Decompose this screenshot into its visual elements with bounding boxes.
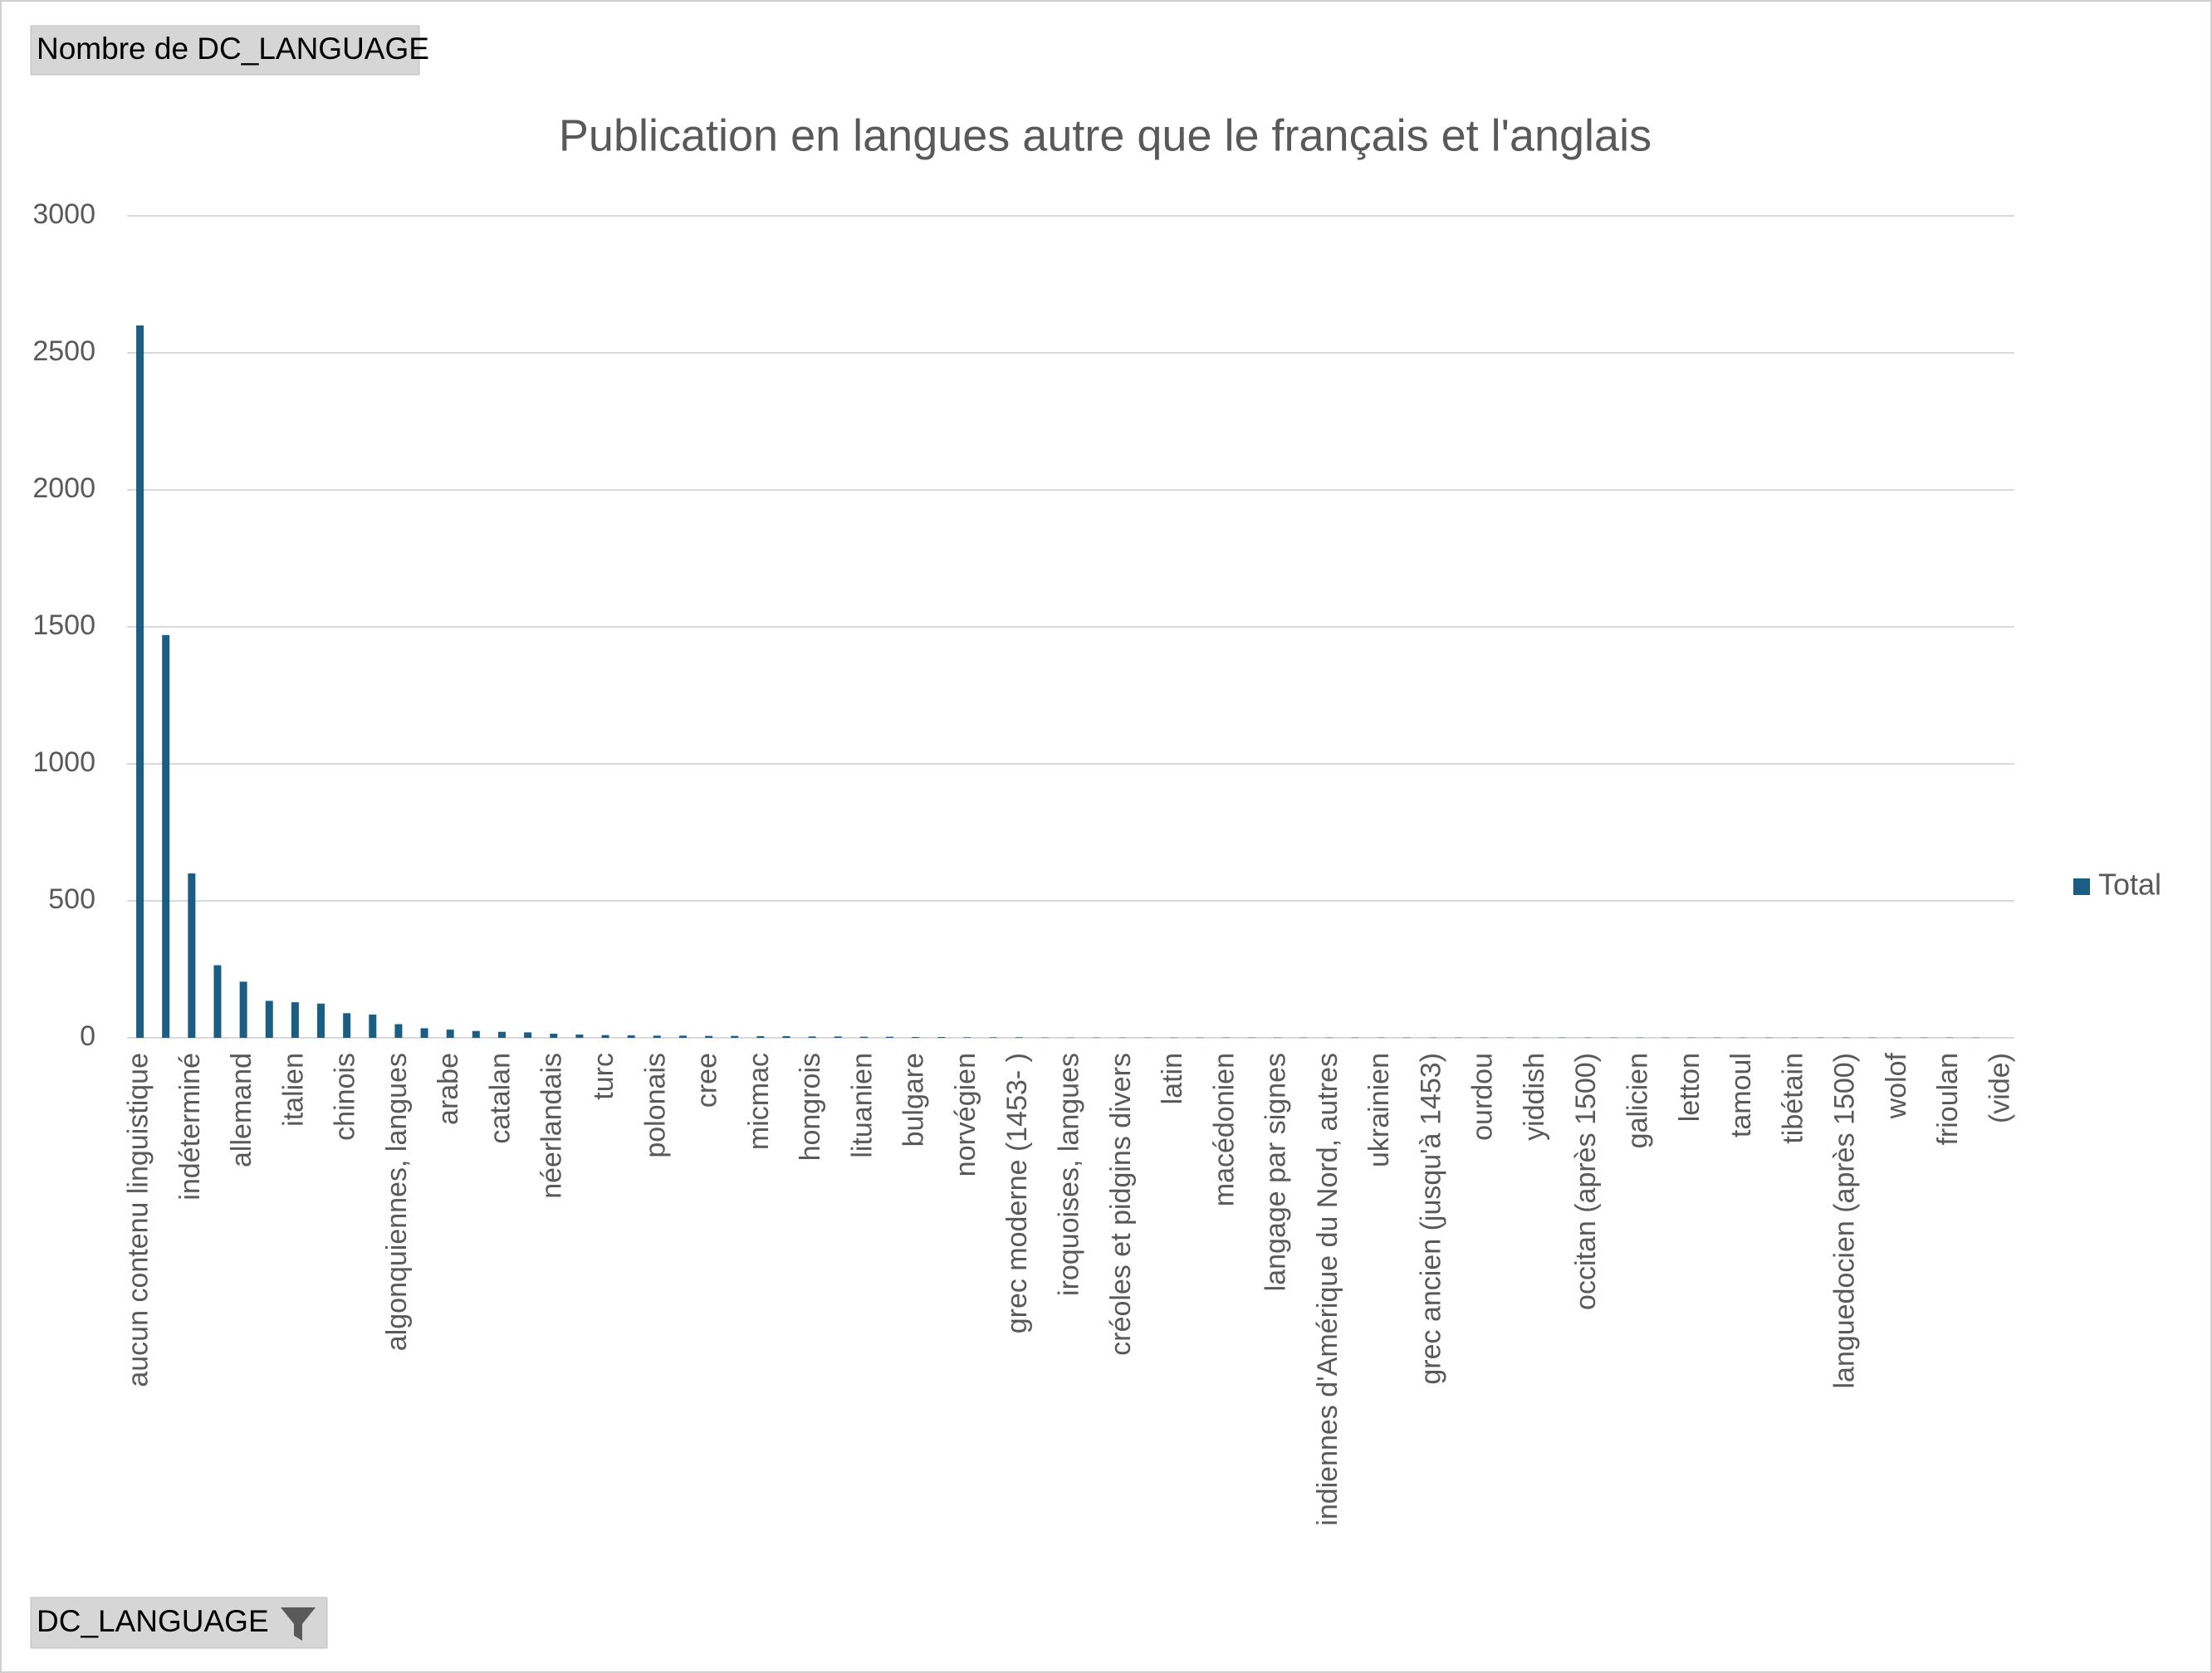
bar [1015, 1037, 1023, 1038]
button-label[interactable]: DC_LANGUAGE [37, 1604, 269, 1638]
x-tick-label: macédonien [1208, 1053, 1240, 1206]
filter-icon[interactable] [281, 1607, 316, 1641]
x-tick-label: arabe [433, 1053, 464, 1125]
y-tick-label: 3000 [32, 198, 95, 230]
bar [808, 1036, 816, 1038]
x-tick-label: ukrainien [1363, 1053, 1395, 1167]
bar [136, 325, 144, 1038]
x-tick-label: lituanien [846, 1053, 878, 1158]
x-tick-label: turc [588, 1053, 619, 1100]
button-bg[interactable] [30, 1597, 328, 1649]
bar [912, 1037, 920, 1038]
button-label[interactable]: Nombre de DC_LANGUAGE [37, 32, 429, 66]
x-tick-label: bulgare [898, 1053, 930, 1147]
x-tick-label: langage par signes [1260, 1053, 1292, 1291]
button-bg[interactable] [30, 25, 420, 76]
x-tick-label: occitan (après 1500) [1570, 1053, 1602, 1310]
x-tick-label: créoles et pidgins divers [1105, 1053, 1137, 1356]
x-tick-label: grec moderne (1453- ) [1001, 1053, 1033, 1333]
bar [859, 1036, 868, 1038]
bar [989, 1037, 997, 1038]
x-tick-label: latin [1157, 1053, 1188, 1104]
bar [497, 1031, 506, 1038]
y-tick-label: 2500 [32, 335, 95, 367]
bar [705, 1035, 713, 1038]
bar [239, 981, 247, 1038]
x-tick-label: iroquoises, langues [1053, 1053, 1084, 1296]
bar [394, 1024, 403, 1038]
bar [550, 1034, 558, 1038]
bar [446, 1030, 454, 1038]
bar [756, 1036, 765, 1038]
bar [291, 1002, 299, 1038]
bar [678, 1035, 687, 1038]
bar [343, 1013, 351, 1038]
x-tick-label: (vide) [1984, 1053, 2015, 1123]
x-tick-label: allemand [226, 1053, 257, 1167]
y-tick-label: 0 [80, 1020, 95, 1052]
bar [188, 873, 196, 1038]
x-tick-label: letton [1674, 1053, 1705, 1122]
legend-label: Total [2098, 868, 2161, 902]
x-tick-label: norvégien [950, 1053, 981, 1176]
x-tick-label: polonais [639, 1053, 671, 1158]
bar [782, 1036, 790, 1038]
bar [524, 1032, 532, 1038]
x-tick-label: galicien [1622, 1053, 1653, 1148]
x-tick-label: néerlandais [536, 1053, 568, 1199]
x-tick-label: wolof [1881, 1052, 1912, 1119]
x-tick-label: chinois [330, 1053, 361, 1141]
x-tick-label: frioulan [1932, 1053, 1964, 1146]
x-tick-label: ourdou [1467, 1053, 1499, 1141]
bar [886, 1036, 894, 1038]
bar [369, 1014, 377, 1038]
x-tick-label: indéterminé [174, 1053, 206, 1201]
bar [963, 1037, 971, 1038]
bar [420, 1028, 428, 1038]
bar [317, 1003, 325, 1038]
x-tick-label: tamoul [1725, 1053, 1757, 1137]
x-tick-label: micmac [743, 1053, 775, 1150]
bar [627, 1035, 635, 1038]
bar [472, 1030, 480, 1038]
x-tick-label: hongrois [795, 1053, 826, 1161]
axis-field-button[interactable]: DC_LANGUAGE [30, 1597, 328, 1649]
bar [575, 1035, 584, 1038]
x-tick-label: catalan [484, 1053, 516, 1144]
x-tick-label: tibétain [1777, 1053, 1808, 1144]
bar [937, 1037, 946, 1038]
bar [265, 1000, 273, 1038]
x-tick-label: indiennes d'Amérique du Nord, autres [1312, 1053, 1343, 1526]
x-tick-label: languedocien (après 1500) [1829, 1053, 1861, 1389]
value-field-button[interactable]: Nombre de DC_LANGUAGE [30, 25, 429, 76]
x-tick-label: grec ancien (jusqu'à 1453) [1415, 1053, 1446, 1385]
bar [213, 965, 222, 1038]
y-tick-label: 500 [48, 883, 95, 915]
legend-swatch [2073, 878, 2090, 895]
x-tick-label: italien [277, 1053, 309, 1127]
chart-title: Publication en langues autre que le fran… [559, 110, 1652, 160]
x-tick-label: aucun contenu linguistique [123, 1053, 154, 1387]
bar [731, 1035, 739, 1038]
y-tick-label: 2000 [32, 472, 95, 504]
x-tick-label: algonquiennes, langues [381, 1053, 413, 1351]
bar [653, 1035, 661, 1038]
bar [601, 1035, 609, 1038]
x-tick-label: yiddish [1519, 1053, 1550, 1141]
y-tick-label: 1000 [32, 746, 95, 778]
x-tick-label: cree [692, 1053, 723, 1108]
bar [834, 1036, 842, 1038]
y-tick-label: 1500 [32, 609, 95, 641]
bar [162, 634, 170, 1038]
